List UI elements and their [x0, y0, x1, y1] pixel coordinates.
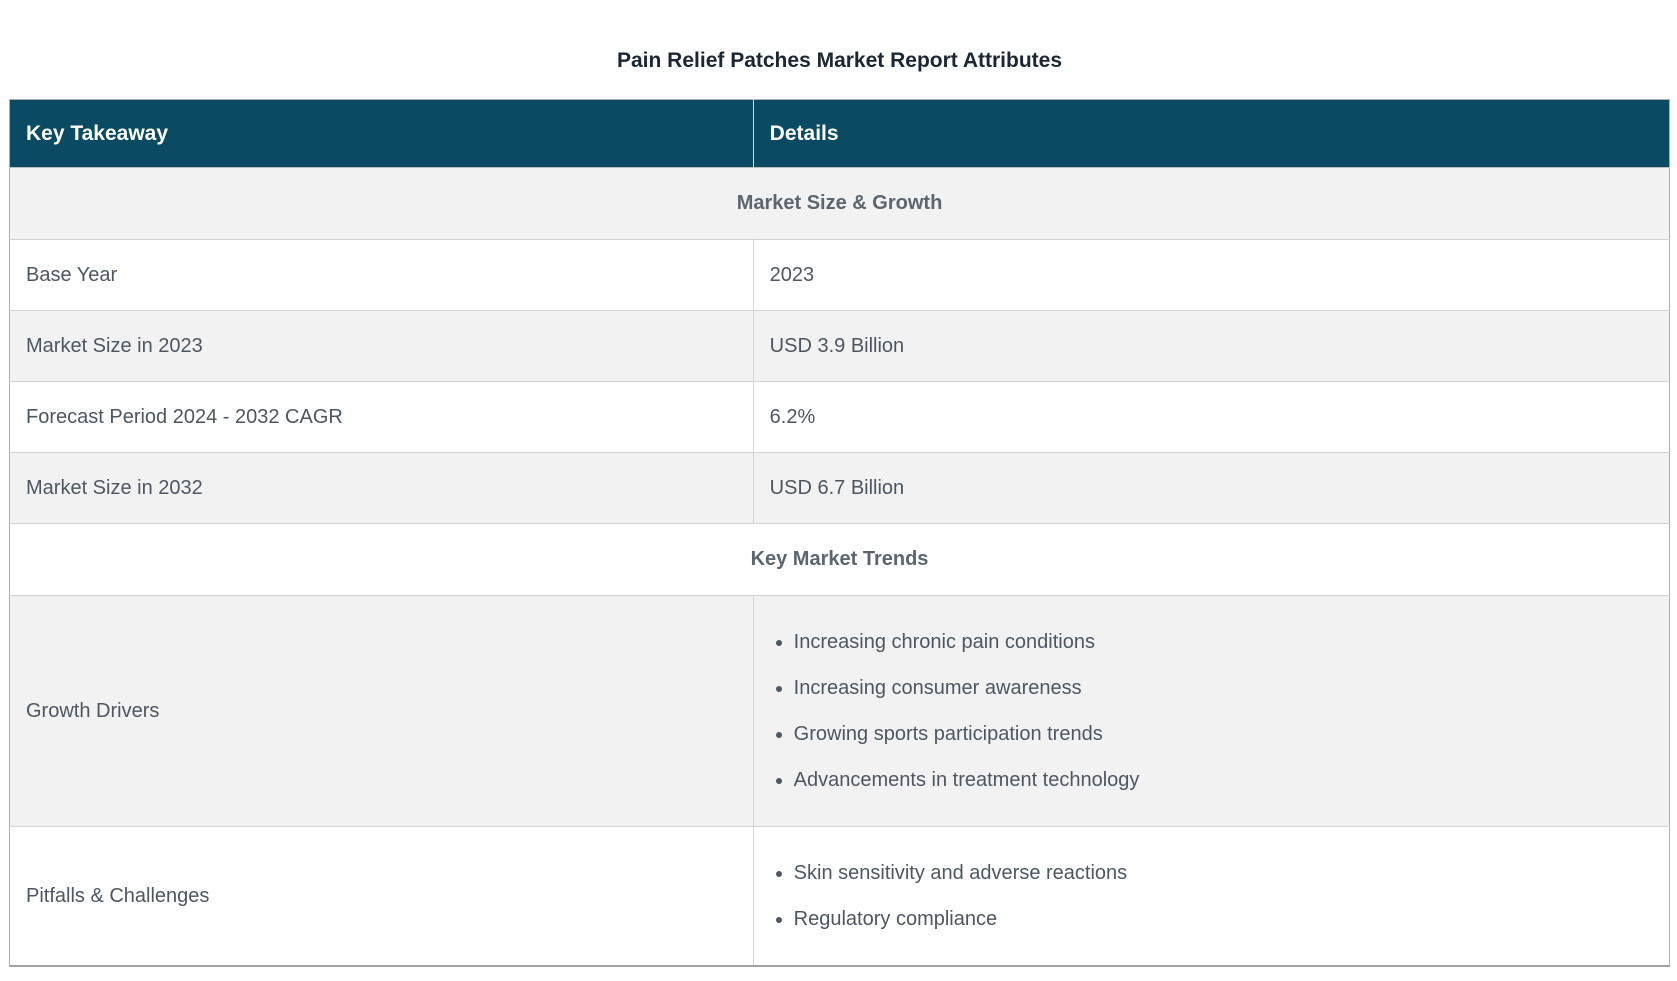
list-item: Regulatory compliance — [794, 896, 1653, 942]
section-row-market-size-growth: Market Size & Growth — [9, 167, 1670, 240]
pitfalls-challenges-list: Skin sensitivity and adverse reactions R… — [770, 837, 1653, 955]
list-item: Advancements in treatment technology — [794, 757, 1653, 803]
column-header-key-takeaway: Key Takeaway — [9, 99, 754, 168]
report-attributes-table: Key Takeaway Details Market Size & Growt… — [9, 99, 1670, 967]
table-header-row: Key Takeaway Details — [9, 99, 1670, 168]
list-item: Increasing consumer awareness — [794, 665, 1653, 711]
table-row-pitfalls-challenges: Pitfalls & Challenges Skin sensitivity a… — [9, 826, 1670, 966]
growth-drivers-list: Increasing chronic pain conditions Incre… — [770, 606, 1653, 816]
row-key: Forecast Period 2024 - 2032 CAGR — [9, 381, 754, 453]
list-item: Skin sensitivity and adverse reactions — [794, 850, 1653, 896]
row-key: Market Size in 2023 — [9, 310, 754, 382]
row-key: Base Year — [9, 239, 754, 311]
row-key: Pitfalls & Challenges — [9, 826, 754, 966]
table-row-forecast-cagr: Forecast Period 2024 - 2032 CAGR 6.2% — [9, 381, 1670, 453]
section-label: Market Size & Growth — [9, 167, 1670, 240]
table-row-market-size-2023: Market Size in 2023 USD 3.9 Billion — [9, 310, 1670, 382]
row-value: USD 3.9 Billion — [753, 310, 1670, 382]
page-title: Pain Relief Patches Market Report Attrib… — [617, 49, 1062, 72]
row-value: 2023 — [753, 239, 1670, 311]
row-value: Skin sensitivity and adverse reactions R… — [753, 826, 1670, 966]
row-value: Increasing chronic pain conditions Incre… — [753, 595, 1670, 827]
row-value: 6.2% — [753, 381, 1670, 453]
section-label: Key Market Trends — [9, 523, 1670, 596]
row-key: Growth Drivers — [9, 595, 754, 827]
table-row-growth-drivers: Growth Drivers Increasing chronic pain c… — [9, 595, 1670, 827]
row-key: Market Size in 2032 — [9, 452, 754, 524]
table-row-market-size-2032: Market Size in 2032 USD 6.7 Billion — [9, 452, 1670, 524]
section-row-key-market-trends: Key Market Trends — [9, 523, 1670, 596]
table-row-base-year: Base Year 2023 — [9, 239, 1670, 311]
list-item: Increasing chronic pain conditions — [794, 619, 1653, 665]
list-item: Growing sports participation trends — [794, 711, 1653, 757]
row-value: USD 6.7 Billion — [753, 452, 1670, 524]
column-header-details: Details — [753, 99, 1670, 168]
